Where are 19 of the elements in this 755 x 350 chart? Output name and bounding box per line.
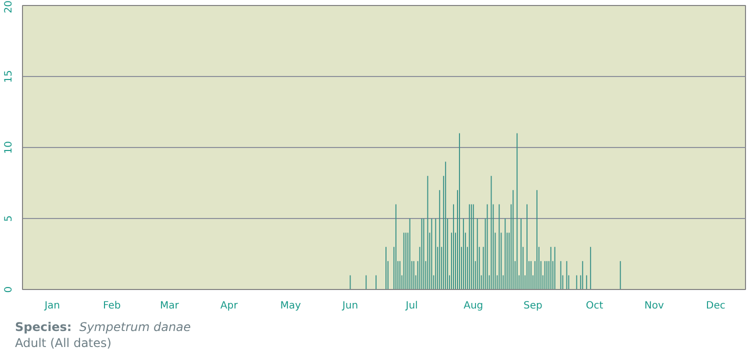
y-tick-label: 20 <box>4 0 14 14</box>
x-tick-label: Apr <box>220 300 239 312</box>
text: Adult (All dates) <box>15 335 112 350</box>
x-tick-label: Nov <box>644 300 664 312</box>
y-tick-label: 0 <box>4 286 14 293</box>
x-tick-label: Jun <box>341 300 358 312</box>
x-tick-label: Oct <box>586 300 604 312</box>
x-tick-label: Jan <box>44 300 60 312</box>
x-tick-label: Aug <box>464 300 484 312</box>
x-tick-label: Dec <box>706 300 726 312</box>
x-tick-label: Sep <box>524 300 542 312</box>
y-tick-label: 5 <box>4 215 14 222</box>
x-tick-label: Feb <box>103 300 121 312</box>
x-tick-label: May <box>280 300 302 312</box>
text: Species: Sympetrum danae <box>15 320 191 334</box>
y-tick-label: 15 <box>4 70 14 83</box>
y-tick-label: 10 <box>4 141 14 154</box>
x-tick-label: Mar <box>160 300 180 312</box>
x-tick-label: Jul <box>404 300 418 312</box>
